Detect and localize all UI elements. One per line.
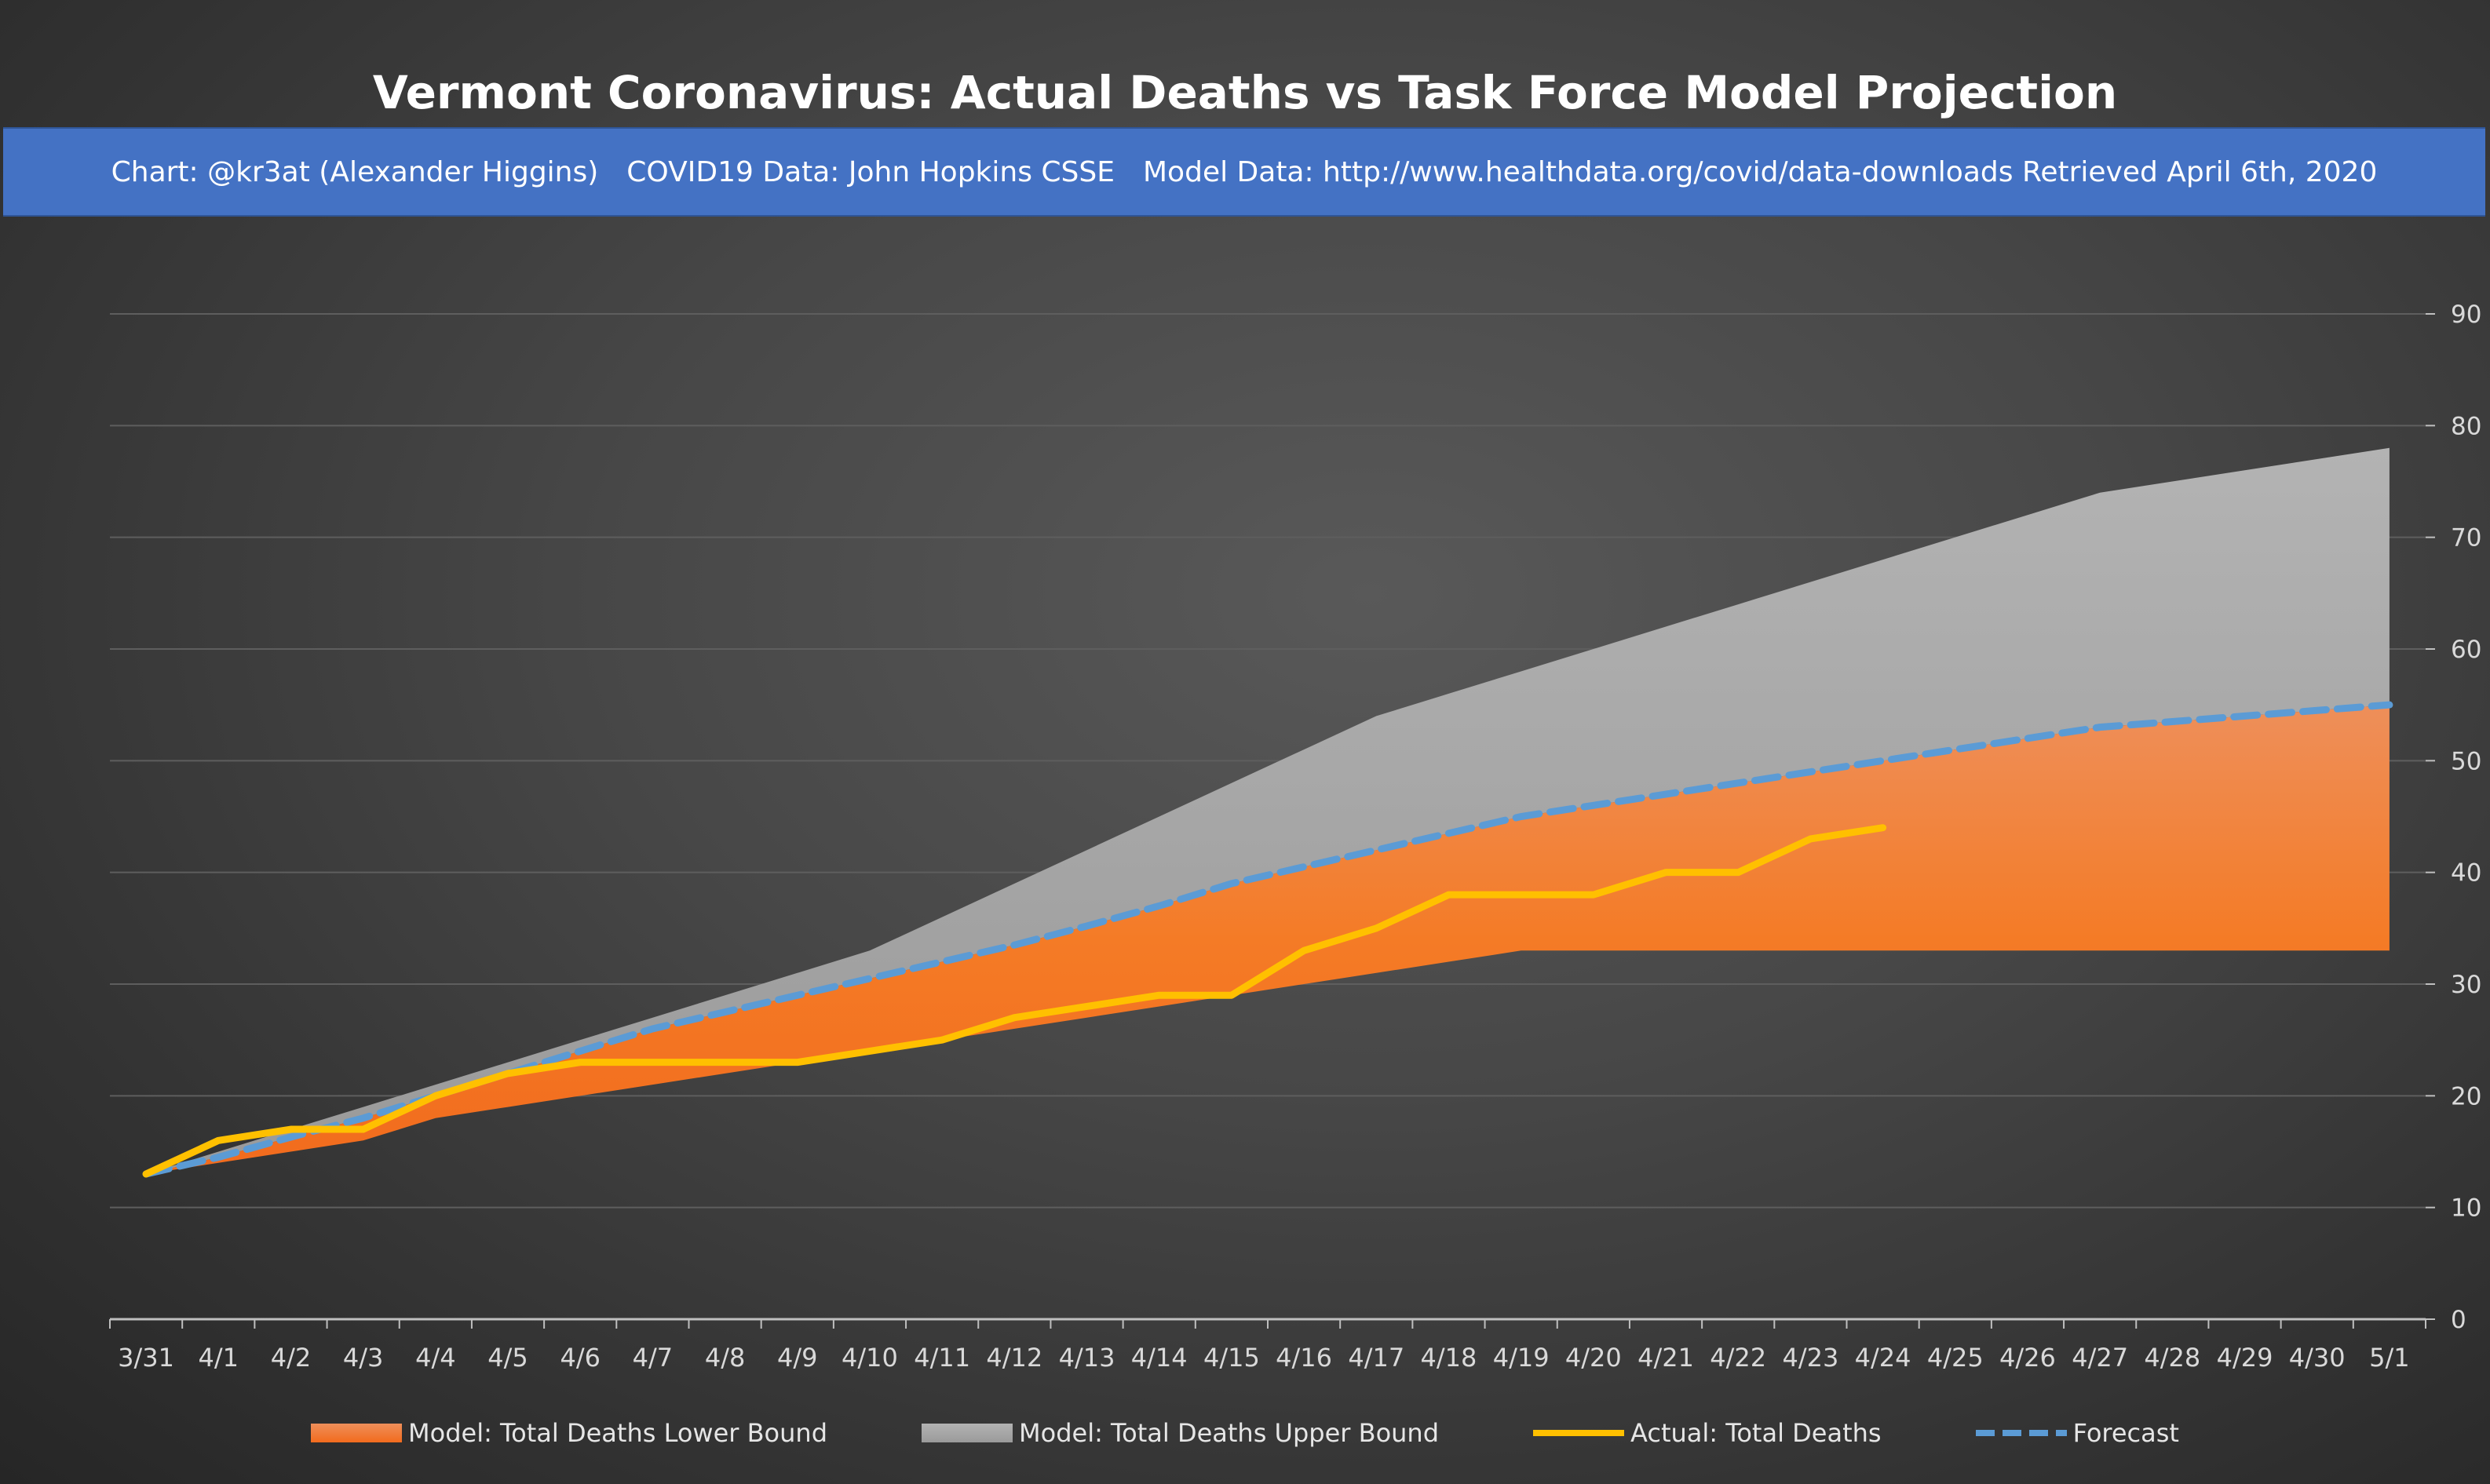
area-upper-bound bbox=[146, 447, 2390, 1174]
x-tick-label: 4/18 bbox=[1421, 1343, 1477, 1373]
legend-item-forecast: Forecast bbox=[1975, 1418, 2179, 1448]
legend: Model: Total Deaths Lower Bound Model: T… bbox=[0, 1409, 2490, 1457]
x-tick-label: 4/24 bbox=[1855, 1343, 1911, 1373]
x-tick-label: 4/7 bbox=[633, 1343, 674, 1373]
x-tick-label: 4/14 bbox=[1131, 1343, 1188, 1373]
y-tick-label: 70 bbox=[2451, 524, 2481, 552]
x-tick-label: 4/15 bbox=[1203, 1343, 1260, 1373]
y-tick-label: 40 bbox=[2451, 859, 2481, 888]
legend-swatch-lower bbox=[311, 1424, 403, 1442]
x-tick-label: 4/27 bbox=[2072, 1343, 2128, 1373]
x-tick-label: 4/25 bbox=[1927, 1343, 1984, 1373]
x-tick-label: 4/4 bbox=[415, 1343, 456, 1373]
x-tick-label: 4/1 bbox=[199, 1343, 239, 1373]
x-tick-label: 4/28 bbox=[2144, 1343, 2200, 1373]
y-tick-label: 30 bbox=[2451, 971, 2481, 999]
x-tick-label: 4/17 bbox=[1348, 1343, 1404, 1373]
x-tick-label: 4/13 bbox=[1059, 1343, 1115, 1373]
x-tick-label: 4/16 bbox=[1276, 1343, 1332, 1373]
legend-swatch-actual bbox=[1533, 1430, 1625, 1436]
legend-item-lower: Model: Total Deaths Lower Bound bbox=[311, 1418, 827, 1448]
credits-banner: Chart: @kr3at (Alexander Higgins) COVID1… bbox=[3, 127, 2485, 217]
area-lower-bound bbox=[146, 705, 2390, 1174]
model-data-source: Model Data: http://www.healthdata.org/co… bbox=[1143, 155, 2378, 188]
legend-label-actual: Actual: Total Deaths bbox=[1630, 1418, 1882, 1448]
x-tick-label: 4/19 bbox=[1493, 1343, 1550, 1373]
legend-label-forecast: Forecast bbox=[2072, 1418, 2179, 1448]
legend-label-lower: Model: Total Deaths Lower Bound bbox=[408, 1418, 827, 1448]
x-tick-label: 5/1 bbox=[2369, 1343, 2410, 1373]
x-tick-label: 4/29 bbox=[2217, 1343, 2273, 1373]
x-tick-label: 4/3 bbox=[343, 1343, 384, 1373]
chart-credit: Chart: @kr3at (Alexander Higgins) bbox=[111, 155, 599, 188]
y-tick-label: 20 bbox=[2451, 1082, 2481, 1110]
y-tick-label: 60 bbox=[2451, 636, 2481, 664]
x-tick-label: 4/23 bbox=[1782, 1343, 1838, 1373]
y-tick-label: 50 bbox=[2451, 747, 2481, 775]
x-tick-label: 4/30 bbox=[2289, 1343, 2346, 1373]
x-tick-label: 3/31 bbox=[118, 1343, 174, 1373]
x-tick-label: 4/6 bbox=[560, 1343, 601, 1373]
chart-title: Vermont Coronavirus: Actual Deaths vs Ta… bbox=[372, 66, 2118, 119]
legend-item-actual: Actual: Total Deaths bbox=[1533, 1418, 1882, 1448]
x-tick-label: 4/8 bbox=[705, 1343, 746, 1373]
y-tick-label: 10 bbox=[2451, 1194, 2481, 1223]
x-tick-label: 4/12 bbox=[986, 1343, 1042, 1373]
x-tick-label: 4/20 bbox=[1565, 1343, 1622, 1373]
x-tick-label: 4/22 bbox=[1710, 1343, 1766, 1373]
y-tick-label: 90 bbox=[2451, 301, 2481, 329]
x-tick-label: 4/11 bbox=[914, 1343, 970, 1373]
legend-item-upper: Model: Total Deaths Upper Bound bbox=[922, 1418, 1439, 1448]
y-tick-label: 0 bbox=[2451, 1306, 2466, 1334]
y-tick-label: 80 bbox=[2451, 412, 2481, 440]
legend-swatch-forecast bbox=[1975, 1430, 2067, 1436]
x-tick-label: 4/26 bbox=[1999, 1343, 2056, 1373]
legend-label-upper: Model: Total Deaths Upper Bound bbox=[1019, 1418, 1440, 1448]
series-line-actual bbox=[142, 824, 1887, 1178]
legend-swatch-upper bbox=[922, 1424, 1013, 1442]
x-tick-label: 4/21 bbox=[1637, 1343, 1694, 1373]
x-tick-label: 4/10 bbox=[842, 1343, 898, 1373]
x-tick-label: 4/9 bbox=[777, 1343, 818, 1373]
x-tick-label: 4/2 bbox=[271, 1343, 312, 1373]
x-tick-label: 4/5 bbox=[487, 1343, 528, 1373]
covid-data-source: COVID19 Data: John Hopkins CSSE bbox=[626, 155, 1115, 188]
